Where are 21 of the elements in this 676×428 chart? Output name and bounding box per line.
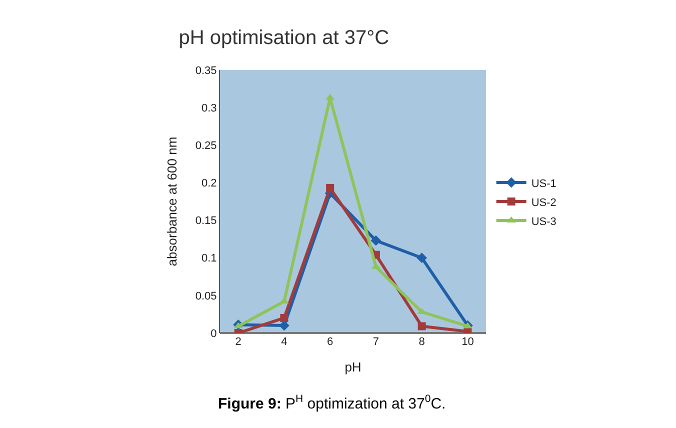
x-tick-label: 4 [281, 336, 288, 348]
x-tick-label: 7 [372, 336, 380, 348]
chart-title: pH optimisation at 37°C [178, 26, 390, 49]
y-tick-label: 0.35 [195, 64, 217, 77]
legend-label: US-2 [531, 196, 556, 209]
x-tick-label: 6 [326, 336, 334, 348]
x-axis-title: pH [344, 360, 362, 375]
y-tick-label: 0.1 [202, 252, 217, 265]
y-axis-title: absorbance at 600 nm [164, 136, 180, 266]
y-tick-label: 0.3 [202, 102, 217, 114]
x-tick-label: 2 [235, 336, 242, 348]
legend-label: US-3 [531, 216, 556, 228]
x-tick-label: 8 [418, 336, 425, 348]
y-tick-label: 0.05 [195, 290, 217, 302]
y-tick-label: 0.2 [202, 178, 217, 190]
legend-label: US-1 [531, 178, 556, 190]
text: Figure 9: P$^{H}$ optimization at 37$^{0}$C. [218, 393, 446, 412]
y-tick-label: 0.15 [195, 215, 217, 228]
x-tick-label: 10 [462, 336, 474, 348]
y-tick-label: 0.25 [195, 140, 217, 152]
y-tick-label: 0 [210, 328, 217, 340]
